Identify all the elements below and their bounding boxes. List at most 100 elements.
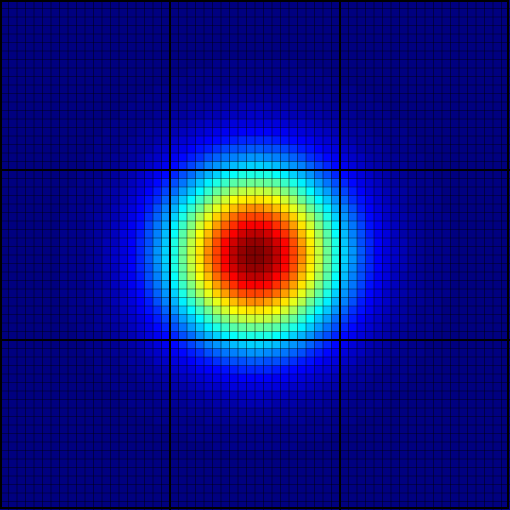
cell bbox=[314, 391, 324, 400]
cell bbox=[314, 110, 324, 120]
cell bbox=[221, 425, 230, 434]
cell bbox=[144, 238, 154, 247]
cell bbox=[340, 399, 349, 409]
cell bbox=[153, 501, 162, 510]
cell bbox=[76, 442, 86, 451]
cell bbox=[297, 459, 307, 468]
cell bbox=[85, 85, 94, 94]
cell bbox=[0, 493, 9, 502]
cell bbox=[221, 323, 230, 332]
cell bbox=[59, 246, 69, 256]
cell bbox=[85, 110, 94, 120]
cell bbox=[76, 0, 86, 9]
cell bbox=[297, 399, 307, 409]
cell bbox=[476, 161, 485, 171]
cell bbox=[374, 229, 383, 239]
cell bbox=[212, 221, 222, 230]
cell bbox=[85, 306, 94, 315]
cell bbox=[0, 178, 9, 188]
cell bbox=[382, 340, 392, 349]
cell bbox=[153, 493, 162, 502]
cell bbox=[170, 357, 179, 366]
cell bbox=[484, 59, 494, 69]
cell bbox=[467, 102, 477, 111]
cell bbox=[348, 493, 358, 502]
cell bbox=[297, 314, 307, 324]
cell bbox=[348, 425, 358, 434]
cell bbox=[229, 76, 239, 86]
cell bbox=[382, 246, 392, 256]
cell bbox=[204, 255, 213, 264]
cell bbox=[501, 476, 510, 485]
cell bbox=[110, 170, 120, 179]
cell bbox=[399, 357, 409, 366]
cell bbox=[306, 340, 315, 349]
cell bbox=[297, 136, 307, 145]
cell bbox=[289, 501, 298, 510]
cell bbox=[425, 8, 434, 18]
cell bbox=[229, 323, 239, 332]
cell bbox=[76, 450, 86, 460]
cell bbox=[119, 144, 128, 154]
cell bbox=[306, 221, 315, 230]
cell bbox=[408, 289, 417, 298]
cell bbox=[348, 365, 358, 375]
cell bbox=[433, 357, 443, 366]
cell bbox=[119, 187, 128, 196]
cell bbox=[382, 0, 392, 9]
cell bbox=[467, 68, 477, 77]
cell bbox=[229, 425, 239, 434]
cell bbox=[110, 255, 120, 264]
cell bbox=[17, 127, 26, 137]
cell bbox=[246, 59, 256, 69]
cell bbox=[297, 170, 307, 179]
cell bbox=[501, 85, 510, 94]
cell bbox=[85, 136, 94, 145]
cell bbox=[153, 357, 162, 366]
cell bbox=[399, 348, 409, 358]
cell bbox=[408, 221, 417, 230]
cell bbox=[263, 229, 273, 239]
cell bbox=[399, 42, 409, 52]
cell bbox=[110, 119, 120, 128]
cell bbox=[280, 144, 290, 154]
cell bbox=[391, 136, 400, 145]
cell bbox=[136, 314, 145, 324]
cell bbox=[280, 59, 290, 69]
cell bbox=[110, 59, 120, 69]
cell bbox=[289, 459, 298, 468]
cell bbox=[25, 204, 35, 213]
cell bbox=[34, 102, 43, 111]
cell bbox=[272, 204, 281, 213]
cell bbox=[170, 195, 179, 205]
cell bbox=[25, 374, 35, 383]
cell bbox=[331, 110, 341, 120]
cell bbox=[178, 476, 188, 485]
cell bbox=[153, 374, 162, 383]
cell bbox=[25, 382, 35, 392]
cell bbox=[484, 391, 494, 400]
cell bbox=[42, 272, 52, 281]
cell bbox=[467, 161, 477, 171]
cell bbox=[459, 153, 468, 162]
cell bbox=[76, 170, 86, 179]
cell bbox=[170, 59, 179, 69]
cell bbox=[212, 365, 222, 375]
cell bbox=[238, 119, 247, 128]
cell bbox=[127, 110, 137, 120]
cell bbox=[170, 365, 179, 375]
cell bbox=[195, 467, 205, 477]
cell bbox=[467, 255, 477, 264]
cell bbox=[263, 450, 273, 460]
cell bbox=[348, 255, 358, 264]
cell bbox=[144, 416, 154, 426]
cell bbox=[212, 127, 222, 137]
cell bbox=[450, 501, 460, 510]
cell bbox=[357, 93, 366, 103]
cell bbox=[484, 136, 494, 145]
cell bbox=[433, 178, 443, 188]
cell bbox=[331, 153, 341, 162]
cell bbox=[51, 59, 60, 69]
cell bbox=[365, 391, 375, 400]
